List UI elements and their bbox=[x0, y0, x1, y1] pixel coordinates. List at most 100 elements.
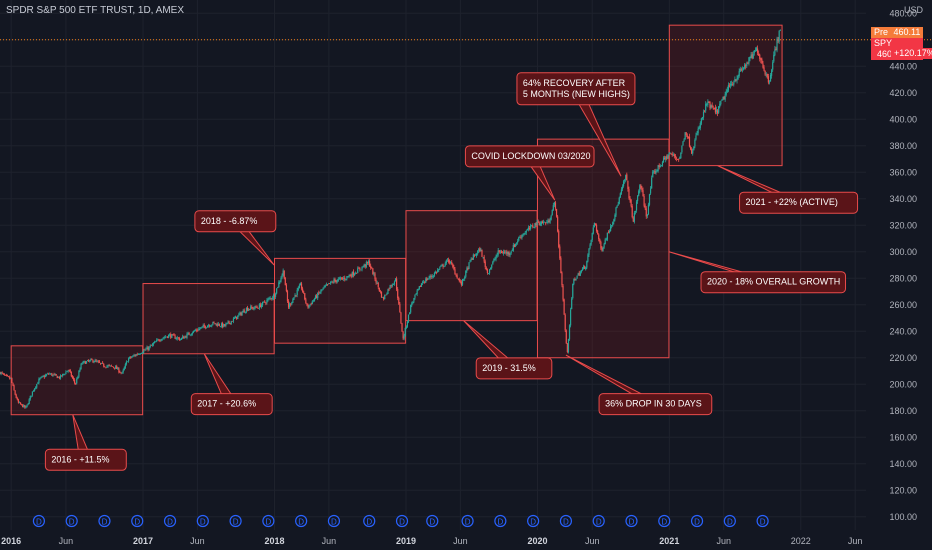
candle-body bbox=[588, 248, 590, 255]
price-axis-label: 100.00 bbox=[889, 512, 917, 522]
candle-body bbox=[705, 103, 707, 111]
candle-body bbox=[542, 222, 545, 223]
candle-body bbox=[318, 292, 320, 294]
candle-body bbox=[692, 150, 694, 154]
candle-body bbox=[711, 105, 713, 108]
candle-body bbox=[286, 291, 289, 302]
candle-body bbox=[73, 379, 76, 383]
candle-body bbox=[89, 360, 91, 362]
price-axis-label: 320.00 bbox=[889, 220, 917, 230]
candle-body bbox=[252, 307, 254, 309]
candle-body bbox=[124, 364, 126, 368]
candle-body bbox=[381, 297, 384, 298]
candle-body bbox=[398, 297, 400, 304]
candle-body bbox=[118, 368, 120, 373]
candle-body bbox=[593, 222, 595, 228]
candle-body bbox=[671, 153, 673, 156]
candle-body bbox=[116, 366, 118, 370]
candle-body bbox=[746, 63, 748, 67]
candle-body bbox=[216, 323, 218, 326]
candle-body bbox=[245, 308, 247, 312]
candle-body bbox=[167, 334, 170, 338]
candle-body bbox=[1, 372, 3, 374]
candle-body bbox=[284, 278, 286, 286]
candle-body bbox=[256, 307, 258, 308]
dividend-marker bbox=[229, 514, 242, 528]
candle-body bbox=[545, 222, 547, 224]
candle-body bbox=[445, 260, 447, 264]
candle-body bbox=[162, 337, 164, 339]
candle-body bbox=[582, 266, 585, 269]
candle-body bbox=[429, 275, 431, 279]
spy-price-value: 460.04 bbox=[877, 49, 905, 59]
candle-body bbox=[414, 294, 416, 298]
price-axis-label: 440.00 bbox=[889, 61, 917, 71]
candle-body bbox=[421, 282, 424, 284]
candle-body bbox=[85, 361, 88, 364]
candle-body bbox=[139, 353, 142, 355]
candle-body bbox=[349, 275, 351, 276]
candle-body bbox=[567, 339, 570, 353]
candle-body bbox=[544, 221, 546, 223]
candle-body bbox=[444, 263, 446, 266]
candle-body bbox=[223, 324, 225, 327]
candle-body bbox=[574, 279, 576, 280]
candle-body bbox=[316, 295, 318, 298]
candle-body bbox=[719, 103, 721, 107]
candle-body bbox=[97, 361, 99, 363]
candle-body bbox=[9, 377, 11, 379]
candle-body bbox=[590, 239, 592, 245]
candle-body bbox=[119, 371, 121, 373]
candle-body bbox=[525, 230, 527, 233]
time-axis[interactable]: 2016 Jun 2017 Jun 2018 Jun 2019 Jun 2020 Jun 2021 J… bbox=[1, 536, 862, 546]
price-axis[interactable]: 100.00 120.00 140.00 160.00 180.00 200.00 220.… bbox=[889, 8, 917, 522]
candle-body bbox=[585, 267, 587, 270]
candle-body bbox=[536, 220, 538, 226]
candle-body bbox=[131, 356, 133, 358]
candle-body bbox=[416, 290, 418, 294]
candle-body bbox=[69, 370, 71, 372]
candle-body bbox=[100, 362, 103, 364]
dividend-marker-label: D bbox=[429, 518, 435, 527]
candle-body bbox=[464, 277, 466, 279]
candle-body bbox=[348, 275, 350, 277]
candle-body bbox=[41, 376, 43, 377]
candle-body bbox=[682, 141, 684, 146]
candle-body bbox=[555, 208, 558, 217]
callout-box bbox=[464, 145, 595, 168]
candle-body bbox=[380, 291, 383, 298]
candle-body bbox=[778, 30, 780, 42]
candle-body bbox=[138, 354, 141, 355]
candle-body bbox=[765, 73, 767, 75]
price-axis-label: 240.00 bbox=[889, 326, 917, 336]
dividend-marker-label: D bbox=[69, 518, 75, 527]
candle-body bbox=[220, 323, 223, 327]
candle-body bbox=[477, 251, 479, 254]
candle-body bbox=[537, 220, 539, 223]
dividend-marker-label: D bbox=[465, 518, 471, 527]
candle-body bbox=[621, 186, 624, 190]
candle-body bbox=[561, 272, 563, 286]
candle-body bbox=[760, 58, 762, 60]
candle-body bbox=[404, 327, 406, 336]
candle-body bbox=[120, 372, 122, 374]
candle-body bbox=[285, 284, 287, 292]
candle-body bbox=[384, 295, 386, 300]
dividend-marker bbox=[32, 514, 46, 528]
candle-body bbox=[31, 391, 34, 396]
candle-body bbox=[471, 258, 473, 260]
candle-body bbox=[455, 274, 457, 276]
candle-body bbox=[317, 292, 319, 299]
candle-body bbox=[40, 376, 42, 378]
candle-body bbox=[30, 395, 32, 397]
candle-body bbox=[707, 101, 709, 105]
candle-body bbox=[548, 220, 550, 223]
candle-body bbox=[461, 278, 464, 285]
candle-body bbox=[86, 360, 89, 362]
candle-body bbox=[497, 250, 499, 255]
dividend-marker bbox=[559, 514, 573, 528]
candle-body bbox=[436, 271, 438, 273]
dividend-marker-label: D bbox=[265, 518, 271, 527]
candle-body bbox=[486, 269, 488, 274]
